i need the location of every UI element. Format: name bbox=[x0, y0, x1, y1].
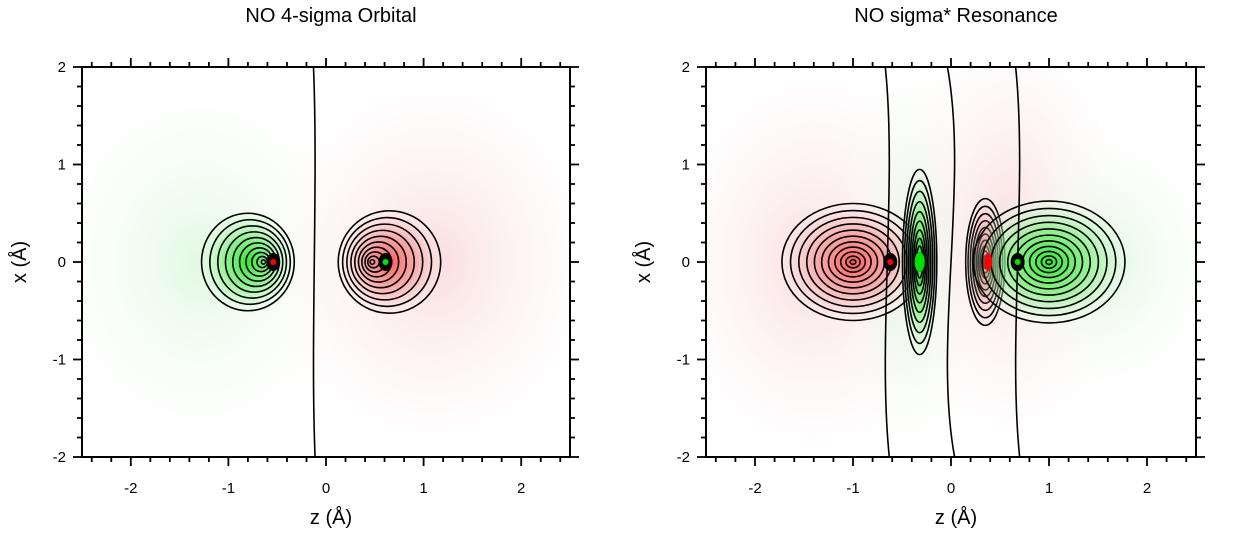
chart-title: NO 4-sigma Orbital bbox=[245, 5, 416, 27]
contour-line bbox=[1028, 245, 1070, 279]
y-tick-label: -1 bbox=[53, 352, 66, 369]
y-tick-label: -2 bbox=[677, 449, 690, 466]
contour-line bbox=[912, 229, 927, 295]
contour-line bbox=[260, 259, 267, 265]
contour-line bbox=[224, 231, 284, 293]
x-tick-label: 0 bbox=[947, 480, 955, 497]
contour-line bbox=[337, 210, 442, 314]
contour-line bbox=[341, 216, 433, 308]
contour-line bbox=[805, 223, 901, 301]
y-tick-label: 0 bbox=[682, 254, 690, 271]
x-tick-label: -1 bbox=[846, 480, 859, 497]
contour-line bbox=[903, 179, 936, 345]
y-tick-label: -1 bbox=[677, 352, 690, 369]
chart-title: NO sigma* Resonance bbox=[854, 5, 1057, 27]
x-tick-label: -1 bbox=[222, 480, 235, 497]
nodal-line bbox=[312, 67, 316, 457]
contour-line bbox=[200, 212, 296, 312]
y-tick-label: 1 bbox=[58, 157, 66, 174]
y-tick-label: 2 bbox=[58, 59, 66, 76]
lobe-negative-3 bbox=[961, 191, 1137, 333]
contour-line bbox=[1006, 228, 1092, 296]
contour-line bbox=[353, 235, 408, 289]
x-tick-label: 1 bbox=[419, 480, 427, 497]
contour-line bbox=[346, 223, 424, 301]
contour-line bbox=[350, 229, 416, 295]
nucleus-dot bbox=[270, 259, 277, 265]
nucleus-dot bbox=[1014, 259, 1021, 265]
x-tick-label: -2 bbox=[124, 480, 137, 497]
y-tick-label: 1 bbox=[682, 157, 690, 174]
panel-2: -2 -1 0 1 2 -2 -1 0 1 2 NO sigma* Resonance z (Å) x … bbox=[632, 5, 1205, 529]
contour-line bbox=[905, 190, 934, 334]
contour-line bbox=[834, 246, 872, 278]
density-field bbox=[706, 67, 1196, 457]
contour-line bbox=[369, 258, 376, 266]
x-axis-label: z (Å) bbox=[310, 506, 352, 529]
inner-dot-pos bbox=[984, 253, 993, 271]
y-tick-label: -2 bbox=[53, 449, 66, 466]
x-axis-label: z (Å) bbox=[935, 506, 977, 529]
contour-line bbox=[845, 255, 861, 269]
density-field bbox=[82, 67, 570, 457]
contour-line bbox=[849, 258, 857, 266]
contour-line bbox=[972, 200, 1126, 324]
x-tick-label: 2 bbox=[1143, 480, 1151, 497]
contour-line bbox=[907, 200, 932, 324]
y-axis-label: x (Å) bbox=[632, 241, 655, 283]
x-tick-label: -2 bbox=[748, 480, 761, 497]
x-tick-label: 1 bbox=[1045, 480, 1053, 497]
contour-line bbox=[911, 220, 929, 304]
contour-line bbox=[217, 225, 288, 299]
y-tick-label: 0 bbox=[58, 254, 66, 271]
contour-line bbox=[901, 168, 938, 356]
contour-line bbox=[981, 207, 1117, 317]
x-tick-label: 2 bbox=[517, 480, 525, 497]
nucleus-dot bbox=[382, 259, 389, 265]
contour-line bbox=[1045, 258, 1053, 266]
contour-line bbox=[827, 241, 879, 283]
nodal-line bbox=[946, 67, 956, 457]
contour-line bbox=[209, 218, 292, 306]
panel-1: -2 -1 0 1 2 -2 -1 0 1 2 NO 4-sigma Orbital z (Å) x (… bbox=[8, 5, 579, 529]
y-axis-label: x (Å) bbox=[8, 241, 31, 283]
contour-line bbox=[909, 210, 930, 314]
lobe-positive-0 bbox=[771, 194, 935, 330]
x-tick-label: 0 bbox=[322, 480, 330, 497]
contour-line bbox=[998, 221, 1100, 303]
inner-dot-neg bbox=[914, 252, 925, 272]
contour-line bbox=[1040, 255, 1058, 269]
y-tick-label: 2 bbox=[682, 59, 690, 76]
contour-line bbox=[357, 241, 400, 283]
nucleus-dot bbox=[887, 259, 894, 265]
contour-line bbox=[839, 251, 867, 273]
contour-line bbox=[1035, 250, 1063, 274]
